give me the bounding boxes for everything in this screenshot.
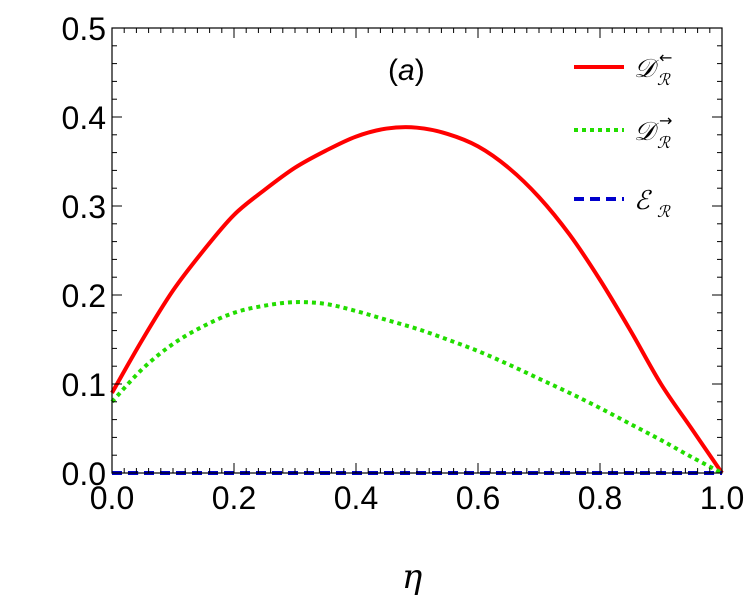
y-tick-label: 0.1 — [62, 367, 106, 403]
legend-label: 𝒟 — [634, 54, 659, 84]
legend-subscript: ℛ — [657, 202, 671, 221]
x-tick-label: 0.8 — [578, 480, 622, 516]
y-tick-label: 0.5 — [62, 11, 106, 47]
y-tick-label: 0.2 — [62, 278, 106, 314]
x-tick-label: 0.0 — [90, 480, 134, 516]
x-tick-label: 0.4 — [334, 480, 378, 516]
tick-labels: 0.0 0.2 0.4 0.6 0.8 1.0 0.0 0.1 0.2 0.3 0.4 0.5 — [62, 11, 745, 516]
x-tick-label: 0.6 — [456, 480, 500, 516]
legend-entry-1: 𝒟 ℛ → — [574, 111, 672, 152]
series-line-0 — [110, 125, 724, 475]
panel-label: (a) — [388, 54, 425, 87]
legend-subscript: ℛ — [657, 70, 671, 89]
y-tick-label: 0.4 — [62, 100, 106, 136]
series-line-1 — [110, 300, 723, 475]
legend-label: ℰ — [634, 186, 652, 216]
x-tick-label: 0.2 — [212, 480, 256, 516]
legend-entry-0: 𝒟 ℛ ← — [574, 48, 672, 89]
plot-area — [110, 125, 724, 475]
y-tick-label: 0.0 — [62, 456, 106, 492]
legend-label: 𝒟 — [634, 117, 659, 147]
legend-arrow: ← — [659, 48, 672, 67]
legend-arrow: → — [659, 111, 672, 130]
legend: 𝒟 ℛ←𝒟 ℛ→ℰ ℛ — [574, 48, 672, 221]
ticks — [111, 27, 723, 474]
x-axis-label: η — [402, 557, 423, 597]
y-tick-label: 0.3 — [62, 189, 106, 225]
legend-subscript: ℛ — [657, 133, 671, 152]
x-tick-label: 1.0 — [700, 480, 744, 516]
